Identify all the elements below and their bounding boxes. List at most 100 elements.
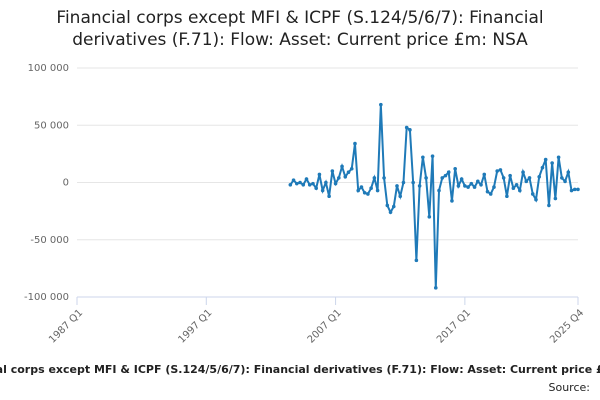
point bbox=[408, 128, 412, 132]
point bbox=[495, 169, 499, 173]
point bbox=[324, 180, 328, 185]
point bbox=[388, 210, 393, 215]
chart-title: derivatives (F.71): Flow: Asset: Current… bbox=[72, 30, 528, 50]
chart-title: Financial corps except MFI & ICPF (S.124… bbox=[56, 8, 543, 28]
point bbox=[366, 192, 370, 196]
point bbox=[327, 194, 331, 199]
point bbox=[395, 184, 399, 188]
point bbox=[521, 170, 525, 174]
point bbox=[440, 176, 445, 180]
point bbox=[553, 196, 558, 201]
point bbox=[340, 164, 344, 169]
point bbox=[433, 286, 438, 290]
point bbox=[453, 166, 457, 171]
point bbox=[398, 194, 403, 199]
point bbox=[346, 170, 351, 174]
y-tick-label: 50 000 bbox=[34, 120, 69, 131]
source: Source: bbox=[549, 381, 591, 394]
point bbox=[385, 203, 390, 208]
point bbox=[349, 166, 354, 171]
point bbox=[540, 165, 545, 170]
point bbox=[527, 176, 532, 180]
point bbox=[294, 181, 299, 186]
point bbox=[514, 182, 519, 187]
point bbox=[479, 182, 483, 187]
point bbox=[569, 188, 574, 193]
point bbox=[311, 181, 315, 186]
point bbox=[298, 180, 302, 185]
point bbox=[505, 194, 509, 199]
point bbox=[485, 189, 490, 194]
point bbox=[488, 192, 493, 196]
point bbox=[337, 176, 341, 180]
chart-footer: Financial corps except MFI & ICPF (S.124… bbox=[0, 363, 600, 376]
point bbox=[566, 170, 571, 174]
point bbox=[456, 184, 461, 188]
point bbox=[317, 172, 322, 177]
line bbox=[289, 104, 578, 288]
point bbox=[421, 155, 425, 160]
point bbox=[288, 182, 293, 187]
point bbox=[547, 203, 551, 208]
point bbox=[450, 199, 454, 203]
point bbox=[333, 181, 338, 186]
point bbox=[291, 178, 296, 183]
x-tick-label: 2007 Q1 bbox=[306, 307, 344, 345]
x-tick-label: 2025 Q4 bbox=[548, 307, 586, 345]
point bbox=[356, 188, 361, 193]
point bbox=[550, 161, 554, 165]
point bbox=[307, 182, 312, 187]
y-tick-label: 0 bbox=[63, 178, 69, 189]
point bbox=[372, 176, 377, 180]
point bbox=[382, 176, 386, 180]
point bbox=[301, 182, 306, 187]
y-tick-label: -50 000 bbox=[30, 235, 69, 246]
point bbox=[466, 185, 470, 189]
point bbox=[401, 180, 406, 185]
point bbox=[534, 197, 538, 202]
point bbox=[430, 154, 435, 158]
point bbox=[414, 258, 419, 263]
point bbox=[404, 125, 409, 130]
point bbox=[443, 173, 448, 178]
point bbox=[417, 184, 422, 188]
point bbox=[427, 215, 432, 219]
point bbox=[424, 176, 428, 180]
point bbox=[543, 157, 548, 162]
point bbox=[572, 187, 577, 192]
y-tick-label: -100 000 bbox=[24, 292, 69, 303]
point bbox=[353, 141, 357, 146]
x-tick-label: 1997 Q1 bbox=[176, 307, 214, 345]
point bbox=[576, 187, 580, 192]
point bbox=[537, 174, 542, 179]
x-tick-label: 1987 Q1 bbox=[47, 307, 85, 345]
point bbox=[524, 179, 529, 184]
x-tick-label: 2017 Q1 bbox=[435, 307, 473, 345]
point bbox=[343, 174, 348, 179]
point bbox=[369, 186, 373, 191]
point bbox=[476, 179, 480, 184]
point bbox=[511, 186, 516, 191]
point bbox=[375, 188, 380, 193]
point bbox=[359, 185, 364, 189]
point bbox=[304, 177, 309, 181]
point bbox=[508, 173, 512, 178]
point bbox=[498, 168, 503, 172]
point bbox=[459, 177, 464, 181]
point bbox=[320, 188, 325, 193]
point bbox=[446, 170, 451, 174]
point bbox=[437, 188, 441, 193]
point bbox=[530, 192, 535, 196]
point bbox=[330, 169, 335, 173]
point bbox=[492, 185, 496, 189]
point bbox=[314, 186, 318, 191]
point bbox=[379, 102, 383, 107]
point bbox=[482, 172, 487, 177]
point bbox=[518, 188, 522, 193]
point bbox=[469, 181, 474, 186]
point bbox=[560, 176, 564, 180]
point bbox=[556, 155, 561, 160]
y-tick-label: 100 000 bbox=[28, 63, 69, 74]
point bbox=[391, 204, 396, 209]
